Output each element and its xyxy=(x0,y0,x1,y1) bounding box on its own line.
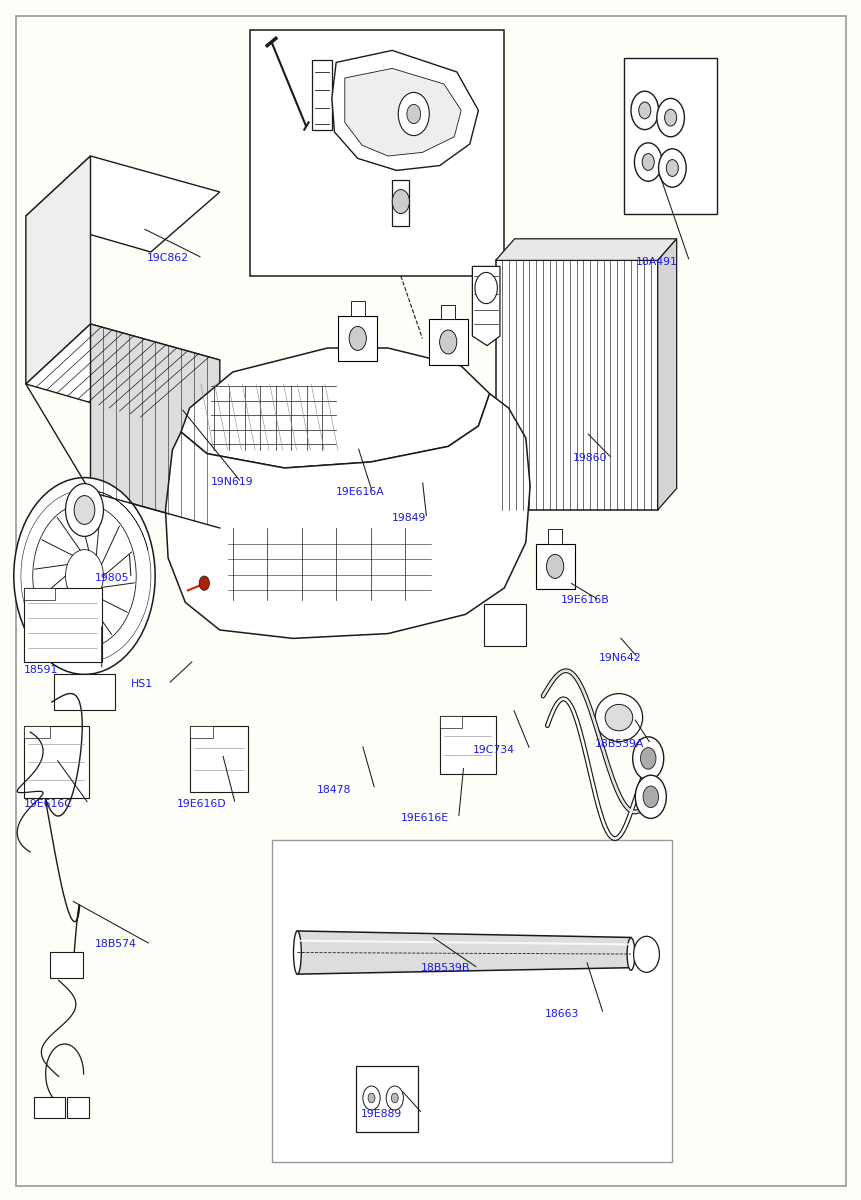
Bar xyxy=(428,319,467,365)
Bar xyxy=(548,529,561,544)
Text: 18478: 18478 xyxy=(317,785,351,794)
Polygon shape xyxy=(657,239,676,510)
Text: 18663: 18663 xyxy=(544,1009,579,1019)
Bar xyxy=(441,305,455,319)
Circle shape xyxy=(199,576,209,590)
Polygon shape xyxy=(331,50,478,170)
Polygon shape xyxy=(472,266,499,346)
Bar xyxy=(50,952,83,978)
Circle shape xyxy=(386,1086,403,1110)
Bar xyxy=(439,716,461,728)
Circle shape xyxy=(14,478,155,674)
Bar xyxy=(250,30,504,276)
Text: 19849: 19849 xyxy=(392,514,426,523)
Polygon shape xyxy=(495,239,676,260)
Polygon shape xyxy=(344,68,461,156)
Bar xyxy=(34,1097,65,1118)
Text: 19E616B: 19E616B xyxy=(560,595,609,605)
Circle shape xyxy=(658,149,685,187)
Bar xyxy=(350,301,364,316)
Bar xyxy=(495,260,657,510)
Bar xyxy=(24,588,102,662)
Circle shape xyxy=(641,154,653,170)
Polygon shape xyxy=(90,324,220,528)
Bar xyxy=(24,726,89,798)
Circle shape xyxy=(474,272,497,304)
Polygon shape xyxy=(26,324,220,420)
Text: Parts: Parts xyxy=(321,586,402,614)
Circle shape xyxy=(635,775,666,818)
Polygon shape xyxy=(181,348,489,468)
Ellipse shape xyxy=(626,938,634,971)
Bar xyxy=(536,544,574,589)
Text: 19805: 19805 xyxy=(95,574,129,583)
Circle shape xyxy=(406,104,420,124)
Text: 18B539A: 18B539A xyxy=(594,739,643,749)
Text: 19E616C: 19E616C xyxy=(24,799,73,809)
Polygon shape xyxy=(392,180,409,226)
Circle shape xyxy=(638,102,650,119)
Circle shape xyxy=(633,936,659,972)
Bar xyxy=(623,58,716,214)
Text: 19N642: 19N642 xyxy=(598,653,641,662)
Text: 19C734: 19C734 xyxy=(472,745,514,755)
Text: 18A491: 18A491 xyxy=(635,257,678,266)
Circle shape xyxy=(632,737,663,780)
Circle shape xyxy=(439,330,456,354)
Ellipse shape xyxy=(594,694,641,742)
Circle shape xyxy=(634,143,661,181)
Bar xyxy=(67,1097,89,1118)
Text: 19860: 19860 xyxy=(573,454,607,463)
Bar xyxy=(24,726,50,738)
Circle shape xyxy=(656,98,684,137)
Text: 19C862: 19C862 xyxy=(146,253,189,263)
Bar xyxy=(484,604,525,646)
Circle shape xyxy=(640,748,655,769)
Bar xyxy=(189,726,248,792)
Circle shape xyxy=(362,1086,380,1110)
Text: 18B574: 18B574 xyxy=(95,940,137,949)
Polygon shape xyxy=(165,394,530,638)
Circle shape xyxy=(349,326,366,350)
Polygon shape xyxy=(26,156,220,252)
Text: HS1: HS1 xyxy=(131,679,153,689)
Text: 19E889: 19E889 xyxy=(360,1109,401,1118)
Bar xyxy=(24,588,55,600)
Text: 19E616E: 19E616E xyxy=(400,814,449,823)
Polygon shape xyxy=(26,156,90,384)
Circle shape xyxy=(642,786,658,808)
Polygon shape xyxy=(54,674,115,710)
Polygon shape xyxy=(312,60,331,130)
Circle shape xyxy=(664,109,676,126)
Text: 19E616D: 19E616D xyxy=(177,799,226,809)
Ellipse shape xyxy=(604,704,632,731)
Bar xyxy=(271,840,672,1162)
Circle shape xyxy=(65,484,103,536)
Circle shape xyxy=(666,160,678,176)
Text: 19E616A: 19E616A xyxy=(336,487,385,497)
Circle shape xyxy=(398,92,429,136)
Ellipse shape xyxy=(293,931,300,974)
Text: SCUDERIA: SCUDERIA xyxy=(251,533,472,571)
Bar xyxy=(439,716,495,774)
Text: 19N619: 19N619 xyxy=(211,478,253,487)
Circle shape xyxy=(74,496,95,524)
Circle shape xyxy=(391,1093,398,1103)
Polygon shape xyxy=(297,931,630,974)
Bar xyxy=(356,1066,418,1132)
Text: 18591: 18591 xyxy=(24,665,59,674)
Bar xyxy=(189,726,213,738)
Circle shape xyxy=(392,190,409,214)
Circle shape xyxy=(546,554,563,578)
Circle shape xyxy=(368,1093,375,1103)
Bar xyxy=(338,316,376,361)
Text: 18B539B: 18B539B xyxy=(420,964,469,973)
Circle shape xyxy=(630,91,658,130)
